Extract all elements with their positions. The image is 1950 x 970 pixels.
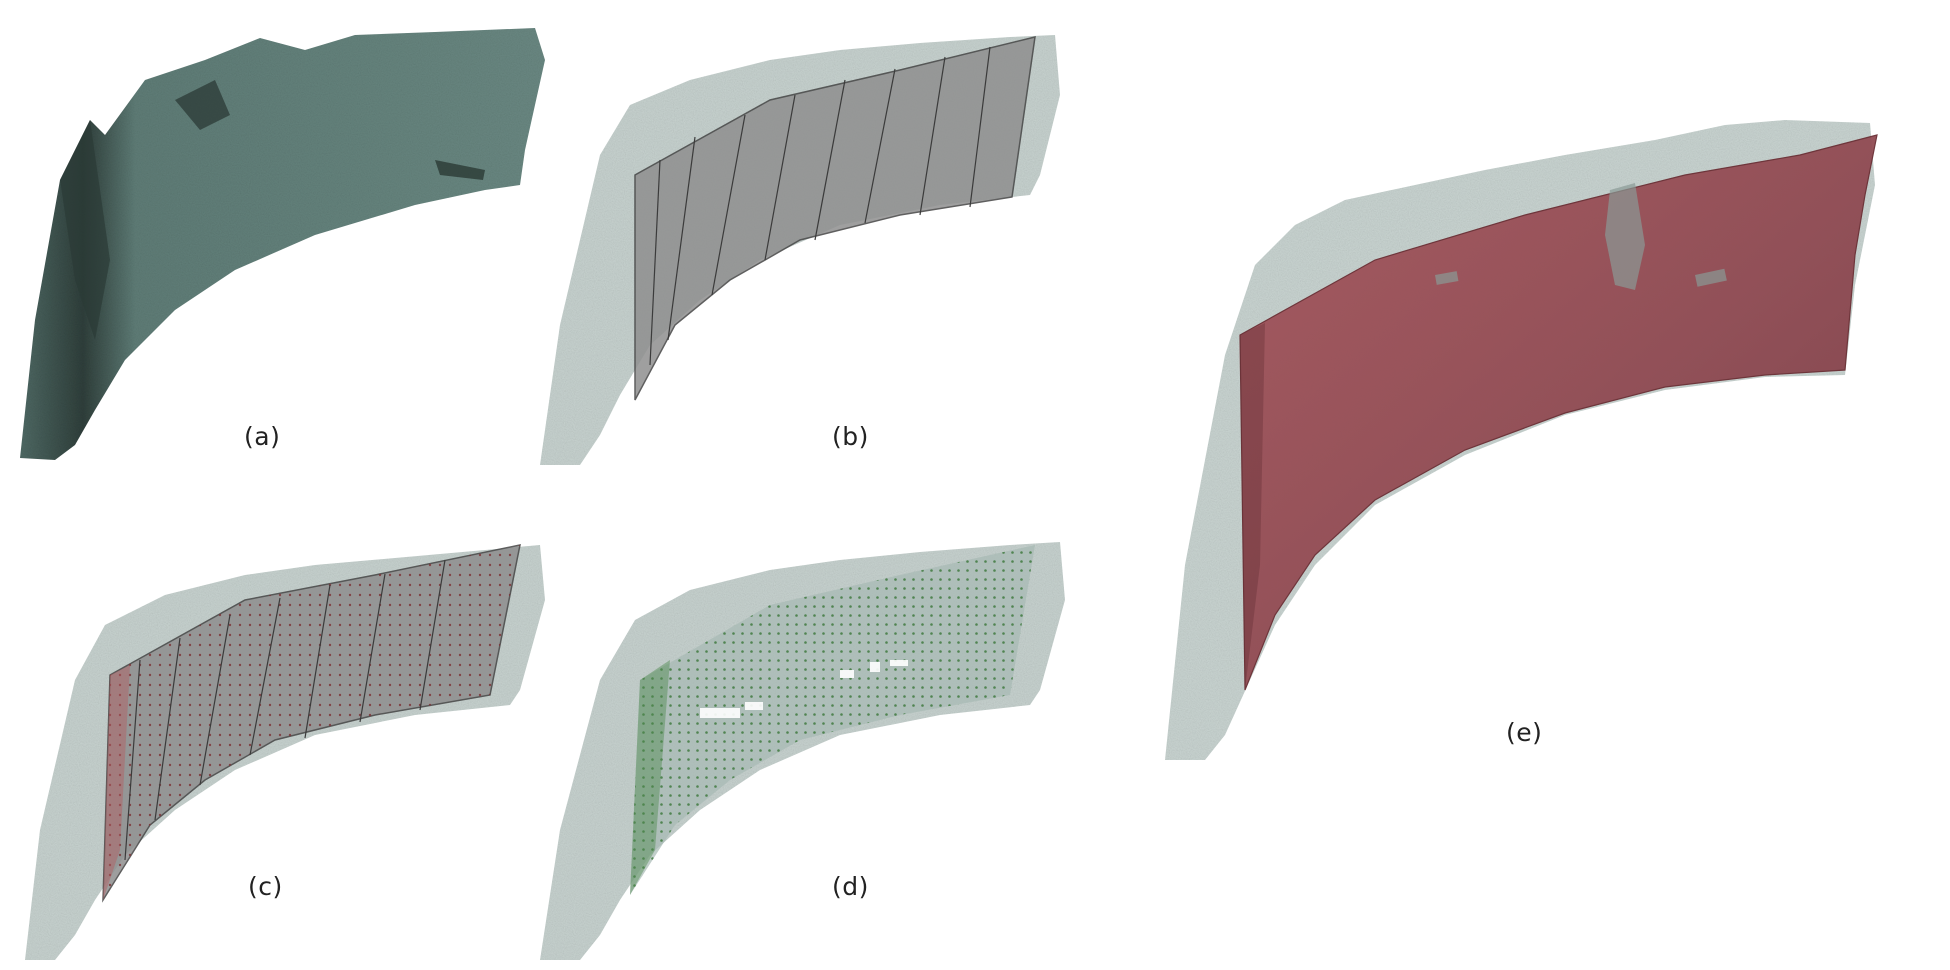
mesh-surface-image (15, 20, 560, 460)
patch-segmentation-image (540, 25, 1075, 465)
fitted-points-image (540, 530, 1075, 960)
caption-b: (b) (832, 422, 869, 451)
panel-b (540, 25, 1075, 465)
caption-a: (a) (244, 422, 280, 451)
fitted-surface-image (1165, 115, 1885, 765)
panel-d (540, 530, 1075, 960)
caption-c: (c) (248, 872, 283, 901)
panel-c (15, 530, 560, 960)
panel-e (1165, 115, 1885, 765)
caption-e: (e) (1506, 718, 1542, 747)
patch-sampling-image (15, 530, 560, 960)
caption-d: (d) (832, 872, 869, 901)
panel-a (15, 20, 560, 460)
